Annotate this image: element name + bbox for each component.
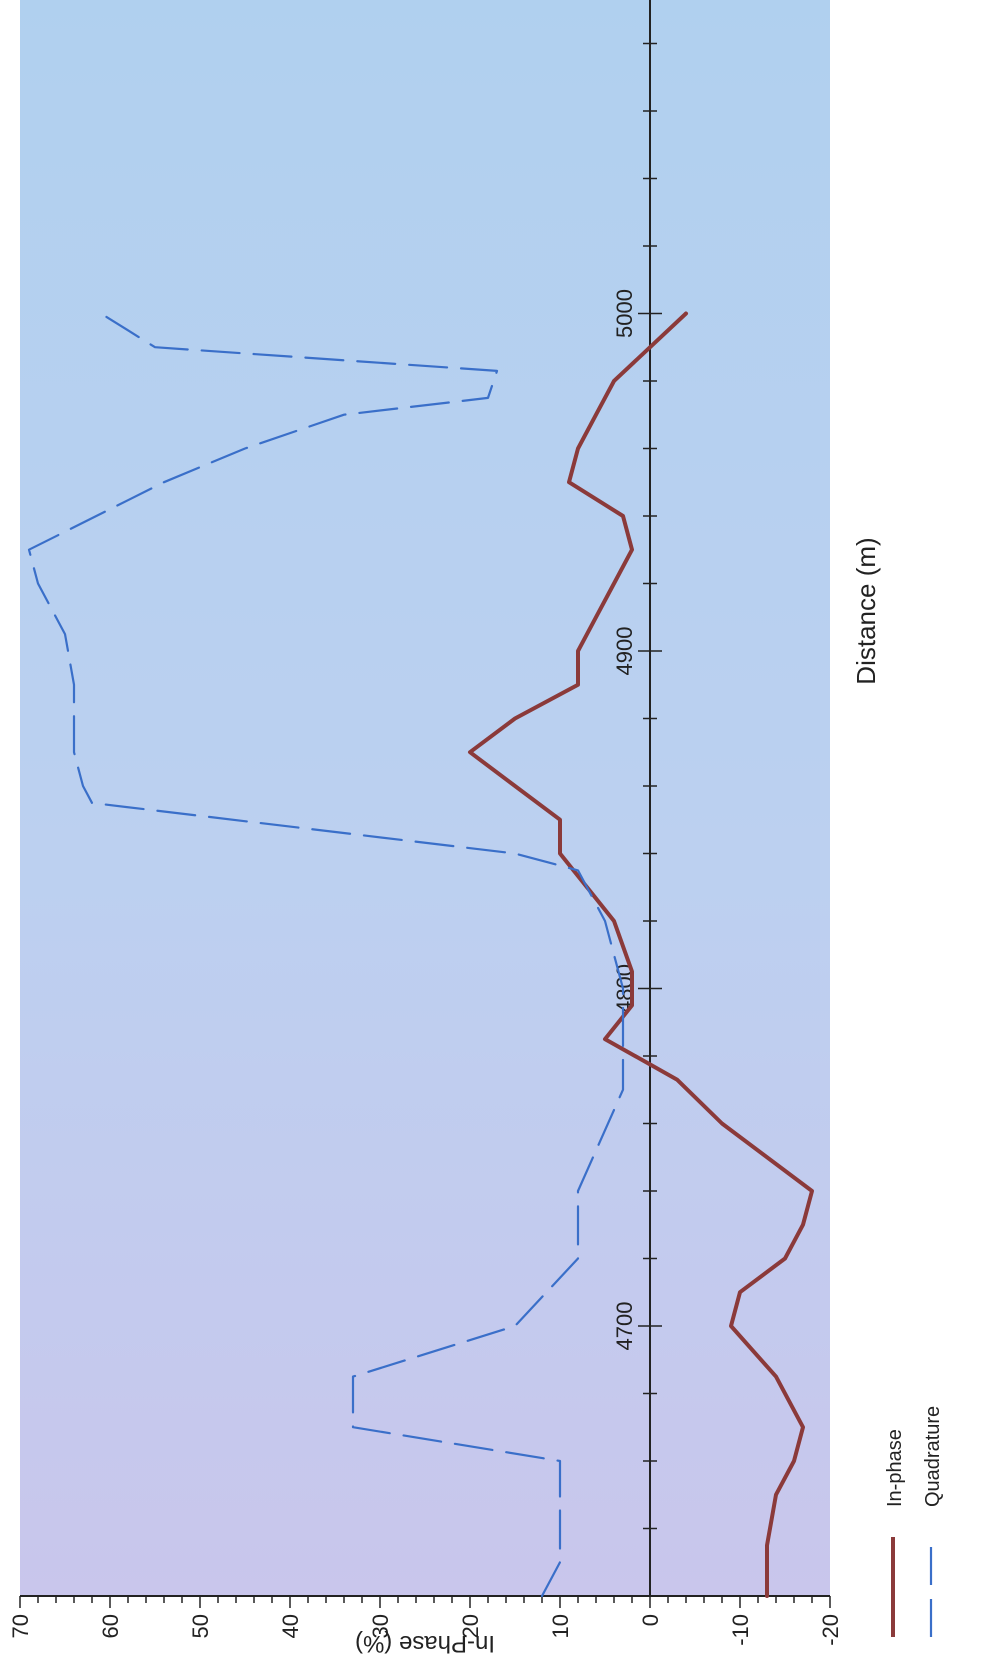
legend: In-phase Quadrature [884,1406,944,1637]
plot-background [20,0,830,1596]
y-tick-label: 30 [368,1614,393,1638]
y-tick-label: -10 [728,1614,753,1646]
y-tick-label: 40 [278,1614,303,1638]
series-group [27,311,814,1598]
x-tick-label: 5000 [612,289,637,338]
in-phase-series-line [468,311,814,1598]
x-axis-label: Distance (m) [851,537,881,684]
y-axis-label: In-Phase (%) [355,1630,495,1657]
y-tick-label: 20 [458,1614,483,1638]
quadrature-series-line [27,312,625,1598]
y-tick-label: 0 [638,1614,663,1626]
axes: 706050403020100-10-204700480049005000510… [8,0,843,1646]
y-tick-label: 70 [8,1614,33,1638]
legend-label: Quadrature [922,1406,944,1507]
y-tick-label: 60 [98,1614,123,1638]
y-tick-label: 50 [188,1614,213,1638]
x-tick-label: 4900 [612,627,637,676]
legend-label: In-phase [884,1429,906,1507]
y-tick-label: 10 [548,1614,573,1638]
x-tick-label: 4700 [612,1302,637,1351]
y-tick-label: -20 [818,1614,843,1646]
labels: Distance (m) In-Phase (%) [355,537,881,1657]
